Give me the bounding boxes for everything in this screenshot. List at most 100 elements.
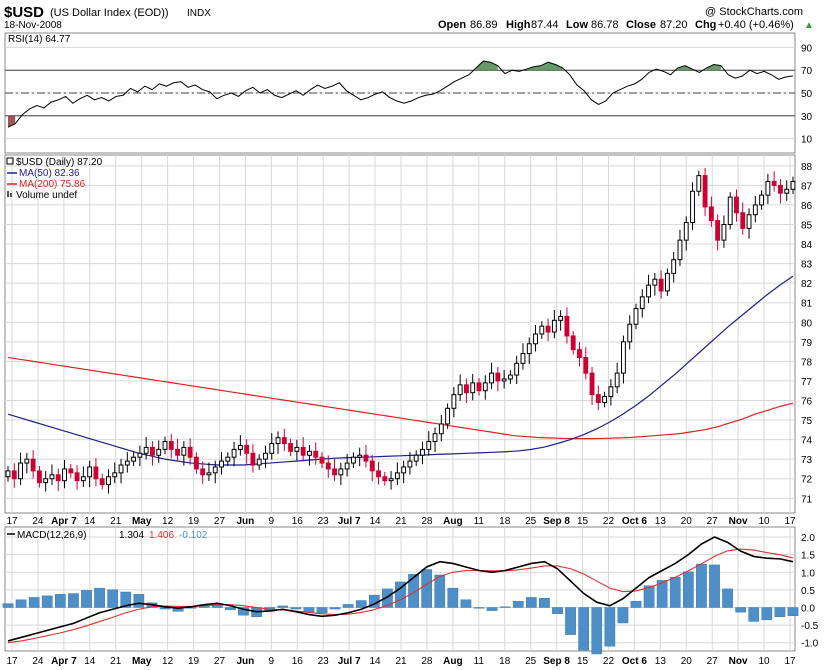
macd-hist-bar-44 bbox=[578, 607, 590, 651]
x-axis-bottom-tick-label-20: 25 bbox=[525, 656, 537, 667]
x-axis-bottom-tick-label-27: 27 bbox=[707, 656, 719, 667]
candle-body-75 bbox=[476, 382, 482, 392]
candle-body-72 bbox=[457, 384, 463, 396]
candle-body-96 bbox=[608, 386, 614, 398]
x-axis-top-tick-label-25: 13 bbox=[655, 516, 667, 527]
x-axis-top-tick-label-6: 12 bbox=[162, 516, 174, 527]
candle-body-53 bbox=[338, 468, 344, 476]
candle-body-5 bbox=[36, 470, 42, 484]
candle-body-6 bbox=[43, 478, 49, 484]
candle-body-55 bbox=[350, 456, 356, 464]
price-legend: $USD (Daily) 87.20 MA(50) 82.36 MA(200) … bbox=[6, 157, 103, 201]
price-grid bbox=[5, 155, 795, 513]
candle-body-81 bbox=[514, 362, 520, 376]
x-axis-bottom-tick-label-21: Sep 8 bbox=[543, 656, 570, 667]
price-panel: 71 72 73 74 75 76 77 78 79 80 81 82 83 84 85 86 87 88 $US… bbox=[4, 154, 813, 514]
macd-hist-bar-21 bbox=[277, 605, 289, 608]
macd-hist-bar-26 bbox=[342, 604, 354, 608]
candle-body-24 bbox=[156, 448, 162, 456]
candle-body-48 bbox=[307, 450, 312, 456]
x-axis-bottom-tick-label-5: May bbox=[132, 656, 152, 667]
rsi-legend: RSI(14) 64.77 bbox=[8, 34, 71, 45]
candle-body-16 bbox=[106, 476, 111, 486]
candle-body-34 bbox=[219, 460, 224, 468]
candle-body-111 bbox=[702, 175, 708, 208]
x-axis-top-tick-label-14: 14 bbox=[370, 516, 382, 527]
candle-body-4 bbox=[30, 458, 36, 472]
candle-body-23 bbox=[150, 446, 155, 456]
candle-body-114 bbox=[721, 223, 727, 241]
macd-panel: -1.0 -0.5 0.0 0.5 1.0 1.5 2.0 MACD(12,26,9) 1.… bbox=[2, 526, 819, 655]
chg-value: +0.40 (+0.46%) bbox=[718, 19, 794, 31]
candle-body-74 bbox=[470, 382, 476, 394]
candle-body-41 bbox=[263, 452, 268, 460]
macd-hist-bar-35 bbox=[460, 599, 472, 608]
x-axis-bottom-tick-label-1: 24 bbox=[32, 656, 44, 667]
candle-body-54 bbox=[344, 462, 350, 470]
x-axis-top-tick-label-27: 27 bbox=[707, 516, 719, 527]
macd-lines bbox=[7, 536, 794, 644]
candle-body-25 bbox=[162, 441, 168, 450]
candle-body-15 bbox=[99, 478, 105, 486]
candle-body-50 bbox=[319, 456, 325, 464]
x-axis-bottom-tick-label-3: 14 bbox=[84, 656, 96, 667]
price-tick-label-12: 83 bbox=[801, 260, 813, 271]
candle-body-116 bbox=[734, 196, 739, 214]
candle-body-27 bbox=[175, 448, 180, 456]
rsi-tick-label-1: 30 bbox=[801, 112, 813, 123]
x-axis-top-tick-label-9: Jun bbox=[237, 516, 255, 527]
candle-body-73 bbox=[464, 384, 469, 394]
macd-legend: MACD(12,26,9) 1.304 1.406 -0.102 bbox=[7, 530, 208, 541]
x-axis-bottom-tick-label-16: 28 bbox=[421, 656, 433, 667]
x-axis-top-tick-label-10: 9 bbox=[269, 516, 275, 527]
price-tick-label-14: 85 bbox=[801, 220, 813, 231]
macd-hist-bar-55 bbox=[722, 588, 733, 608]
macd-legend-value: 1.304 bbox=[119, 530, 144, 541]
x-axis-top-tick-label-23: 22 bbox=[603, 516, 615, 527]
chart-header: $USD (US Dollar Index (EOD)) INDX @ Stoc… bbox=[4, 4, 814, 31]
macd-hist-bar-32 bbox=[421, 569, 433, 608]
macd-tick-label-4: 1.0 bbox=[801, 568, 815, 579]
price-legend-ma200: MA(200) 75.86 bbox=[19, 179, 86, 190]
x-axis-bottom-tick-label-6: 12 bbox=[162, 656, 174, 667]
x-axis-bottom-tick-label-4: 21 bbox=[110, 656, 122, 667]
macd-hist-bar-29 bbox=[382, 588, 393, 608]
candle-body-30 bbox=[193, 456, 199, 470]
candle-body-121 bbox=[765, 180, 771, 196]
macd-hist-bar-45 bbox=[591, 607, 603, 655]
candle-body-87 bbox=[551, 319, 557, 333]
macd-hist-bar-53 bbox=[696, 563, 707, 608]
x-axis-bottom-tick-label-17: Aug bbox=[443, 656, 462, 667]
macd-hist-bar-50 bbox=[656, 580, 668, 608]
candle-body-22 bbox=[143, 446, 149, 454]
candle-body-123 bbox=[778, 184, 783, 194]
candle-body-115 bbox=[727, 196, 733, 225]
macd-hist-bar-10 bbox=[133, 594, 145, 608]
macd-hist-bar-27 bbox=[355, 600, 367, 608]
x-axis-bottom-tick-label-30: 17 bbox=[784, 656, 796, 667]
candle-body-104 bbox=[658, 278, 664, 292]
x-axis-bottom-tick-label-23: 22 bbox=[603, 656, 615, 667]
candle-body-71 bbox=[451, 394, 457, 409]
candle-body-67 bbox=[426, 441, 432, 450]
price-tick-label-2: 73 bbox=[801, 455, 813, 466]
candle-body-43 bbox=[275, 437, 281, 445]
candle-body-60 bbox=[382, 476, 388, 482]
low-value: 86.78 bbox=[591, 19, 619, 31]
price-tick-label-1: 72 bbox=[801, 475, 813, 486]
candle-body-40 bbox=[256, 458, 262, 466]
macd-hist-bar-49 bbox=[643, 585, 655, 608]
candle-body-120 bbox=[759, 194, 765, 206]
candle-body-112 bbox=[708, 206, 714, 222]
volume-legend-icon-2 bbox=[10, 193, 12, 197]
candle-body-86 bbox=[545, 325, 551, 333]
macd-hist-bar-34 bbox=[447, 587, 459, 608]
x-axis-top-tick-label-0: 17 bbox=[6, 516, 18, 527]
x-axis-top-tick-label-4: 21 bbox=[110, 516, 122, 527]
macd-hist-bar-7 bbox=[94, 587, 105, 608]
macd-hist-bar-52 bbox=[682, 571, 694, 608]
price-tick-label-3: 74 bbox=[801, 436, 813, 447]
candle-body-17 bbox=[112, 472, 118, 478]
candle-body-89 bbox=[564, 315, 570, 337]
x-axis-top-tick-label-26: 20 bbox=[681, 516, 693, 527]
